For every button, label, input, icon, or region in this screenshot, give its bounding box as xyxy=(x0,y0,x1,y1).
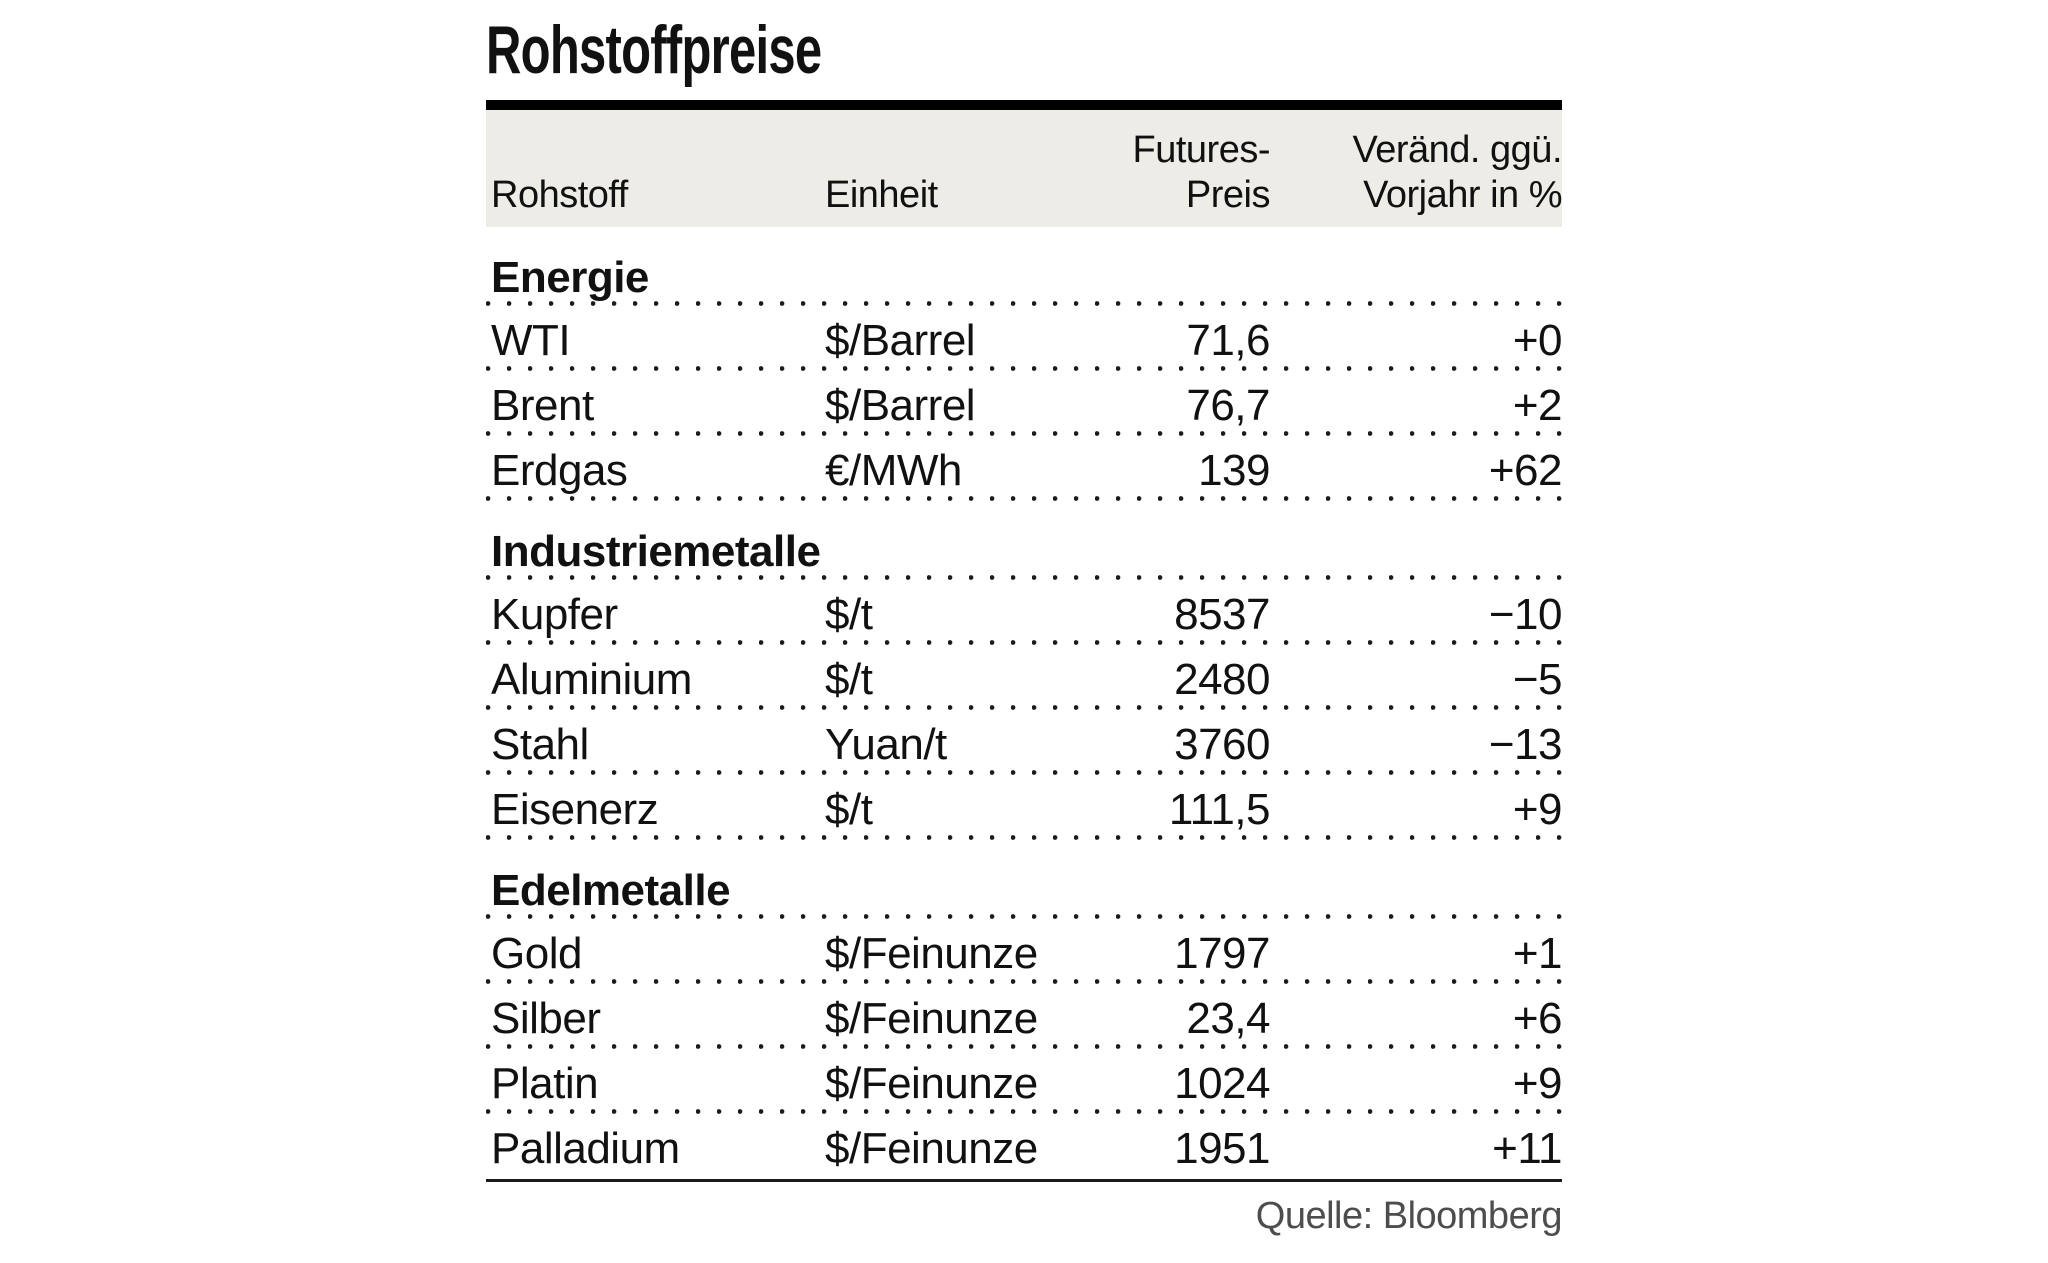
table-row-eisenerz: Eisenerz $/t 111,5 +9 xyxy=(486,775,1563,840)
section-title: Energie xyxy=(491,253,649,302)
commodity-name: Palladium xyxy=(491,1123,680,1173)
figure-title: Rohstoffpreise xyxy=(486,12,822,88)
futures-price: 1024 xyxy=(1174,1058,1270,1108)
table-row-aluminium: Aluminium $/t 2480 −5 xyxy=(486,645,1563,710)
unit: $/Feinunze xyxy=(825,1123,1038,1173)
change-percent: +11 xyxy=(1492,1123,1562,1173)
change-percent: −13 xyxy=(1488,719,1563,769)
table-row-erdgas: Erdgas €/MWh 139 +62 xyxy=(486,436,1563,501)
unit: €/MWh xyxy=(825,445,962,495)
change-percent: +62 xyxy=(1488,445,1563,495)
unit: $/Feinunze xyxy=(825,1058,1038,1108)
commodity-name: Brent xyxy=(491,380,594,430)
futures-price: 111,5 xyxy=(1168,784,1271,834)
change-percent: +9 xyxy=(1512,1058,1563,1108)
unit: $/Feinunze xyxy=(825,928,1038,978)
table-row-palladium: Palladium $/Feinunze 1951 +11 xyxy=(486,1114,1563,1179)
futures-price: 139 xyxy=(1198,445,1270,495)
unit: $/t xyxy=(825,589,873,639)
table-row-kupfer: Kupfer $/t 8537 −10 xyxy=(486,580,1563,645)
commodity-price-table: Rohstoffpreise Rohstoff Einheit Futures-… xyxy=(486,0,1563,1238)
section-title: Edelmetalle xyxy=(491,866,731,915)
table-row-brent: Brent $/Barrel 76,7 +2 xyxy=(486,371,1563,436)
table-row-gold: Gold $/Feinunze 1797 +1 xyxy=(486,919,1563,984)
table-row-silber: Silber $/Feinunze 23,4 +6 xyxy=(486,984,1563,1049)
change-percent: +2 xyxy=(1512,380,1563,430)
change-percent: −5 xyxy=(1512,654,1563,704)
bottom-rule xyxy=(486,1179,1562,1182)
column-header-einheit: Einheit xyxy=(825,174,938,216)
column-header-line: Preis xyxy=(1185,174,1271,216)
futures-price: 76,7 xyxy=(1186,380,1270,430)
column-header-veraenderung: Veränd. ggü. Vorjahr in % xyxy=(1270,128,1562,218)
change-percent: +1 xyxy=(1512,928,1563,978)
change-percent: +9 xyxy=(1512,784,1563,834)
section-header-energie: Energie xyxy=(486,227,1562,306)
unit: $/Feinunze xyxy=(825,993,1038,1043)
column-header-rohstoff: Rohstoff xyxy=(491,174,628,216)
unit: $/t xyxy=(825,784,873,834)
change-percent: +0 xyxy=(1512,315,1563,365)
commodity-name: Gold xyxy=(491,928,582,978)
change-percent: −10 xyxy=(1488,589,1563,639)
unit: Yuan/t xyxy=(825,719,947,769)
futures-price: 3760 xyxy=(1174,719,1270,769)
commodity-name: Stahl xyxy=(491,719,589,769)
section-header-edelmetalle: Edelmetalle xyxy=(486,840,1562,919)
source-credit: Quelle: Bloomberg xyxy=(1255,1195,1563,1237)
column-header-line: Vorjahr in % xyxy=(1363,174,1562,216)
column-header-futures-preis: Futures- Preis xyxy=(1055,128,1271,218)
commodity-name: Platin xyxy=(491,1058,599,1108)
unit: $/Barrel xyxy=(825,380,976,430)
futures-price: 1951 xyxy=(1174,1123,1270,1173)
change-percent: +6 xyxy=(1512,993,1563,1043)
section-title: Industriemetalle xyxy=(491,527,821,576)
commodity-name: Kupfer xyxy=(491,589,618,639)
table-row-platin: Platin $/Feinunze 1024 +9 xyxy=(486,1049,1563,1114)
unit: $/Barrel xyxy=(825,315,976,365)
futures-price: 2480 xyxy=(1174,654,1270,704)
title-rule xyxy=(486,100,1562,110)
futures-price: 23,4 xyxy=(1186,993,1270,1043)
commodity-name: Aluminium xyxy=(491,654,692,704)
column-header-line: Futures- xyxy=(1132,129,1271,171)
section-header-industriemetalle: Industriemetalle xyxy=(486,501,1562,580)
commodity-name: WTI xyxy=(491,315,571,365)
table-row-wti: WTI $/Barrel 71,6 +0 xyxy=(486,306,1563,371)
commodity-name: Eisenerz xyxy=(491,784,659,834)
table-row-stahl: Stahl Yuan/t 3760 −13 xyxy=(486,710,1563,775)
commodity-name: Erdgas xyxy=(491,445,628,495)
commodity-name: Silber xyxy=(491,993,601,1043)
column-header-line: Veränd. ggü. xyxy=(1352,129,1562,171)
futures-price: 1797 xyxy=(1174,928,1270,978)
futures-price: 71,6 xyxy=(1186,315,1270,365)
table-header-row: Rohstoff Einheit Futures- Preis Veränd. … xyxy=(486,110,1562,227)
futures-price: 8537 xyxy=(1174,589,1270,639)
unit: $/t xyxy=(825,654,873,704)
